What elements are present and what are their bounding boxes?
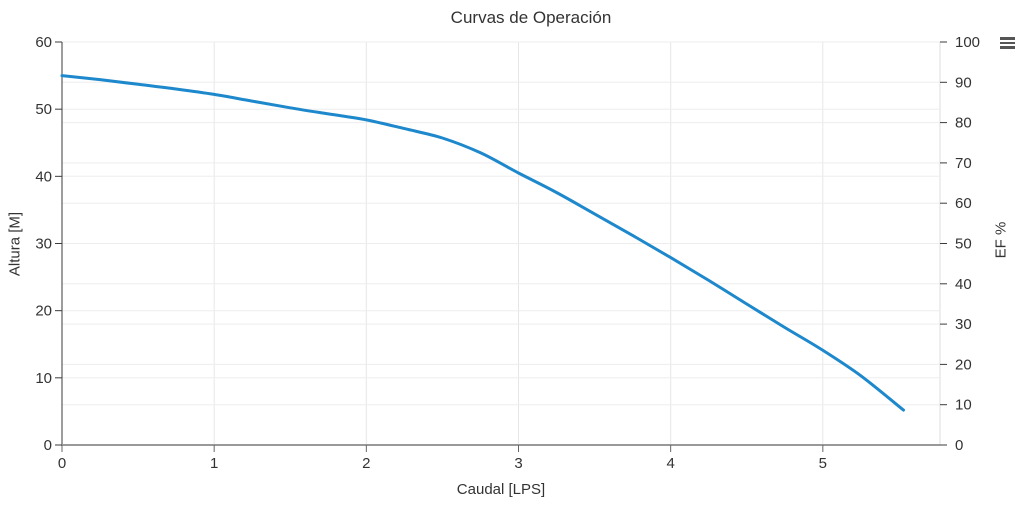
chart-title: Curvas de Operación: [450, 8, 612, 27]
y-left-tick-label: 30: [35, 236, 52, 253]
y-right-tick-label: 30: [955, 316, 972, 333]
tick-labels-group: 0 10 20 30 40 50 60 0 10 20 30 40 50 60 70 80 90 100 0 1 2 3 4…: [35, 34, 980, 472]
y-right-tick-label: 20: [955, 356, 972, 373]
x-tick-label: 4: [667, 455, 675, 472]
y-right-tick-label: 70: [955, 155, 972, 172]
y-left-tick-label: 0: [44, 437, 52, 454]
y-right-tick-label: 90: [955, 74, 972, 91]
x-axis-title: Caudal [LPS]: [456, 481, 546, 498]
hamburger-bar: [1000, 37, 1015, 40]
y-right-tick-label: 80: [955, 115, 972, 132]
x-tick-label: 3: [514, 455, 522, 472]
y-axis-left-title: Altura [M]: [6, 211, 24, 277]
hamburger-bar: [1000, 46, 1015, 49]
y-right-tick-label: 0: [955, 437, 963, 454]
series-curve-altura[interactable]: [60, 74, 905, 412]
y-left-tick-label: 10: [35, 370, 52, 387]
y-left-tick-label: 40: [35, 168, 52, 185]
axes-group: [55, 41, 947, 452]
y-axis-right-title: EF %: [992, 221, 1010, 259]
y-left-tick-label: 50: [35, 101, 52, 118]
x-tick-label: 1: [210, 455, 218, 472]
y-right-tick-label: 100: [955, 34, 980, 51]
y-left-tick-label: 20: [35, 303, 52, 320]
hamburger-bar: [1000, 41, 1015, 45]
x-tick-label: 5: [819, 455, 827, 472]
y-left-tick-label: 60: [35, 34, 52, 51]
series-group: [60, 74, 905, 412]
y-right-tick-label: 10: [955, 397, 972, 414]
gridlines-group: [62, 41, 941, 445]
x-tick-label: 0: [58, 455, 66, 472]
y-right-tick-label: 40: [955, 276, 972, 293]
y-right-tick-label: 50: [955, 236, 972, 253]
y-right-tick-label: 60: [955, 195, 972, 212]
x-tick-label: 2: [362, 455, 370, 472]
hamburger-menu-icon[interactable]: [1000, 35, 1018, 51]
